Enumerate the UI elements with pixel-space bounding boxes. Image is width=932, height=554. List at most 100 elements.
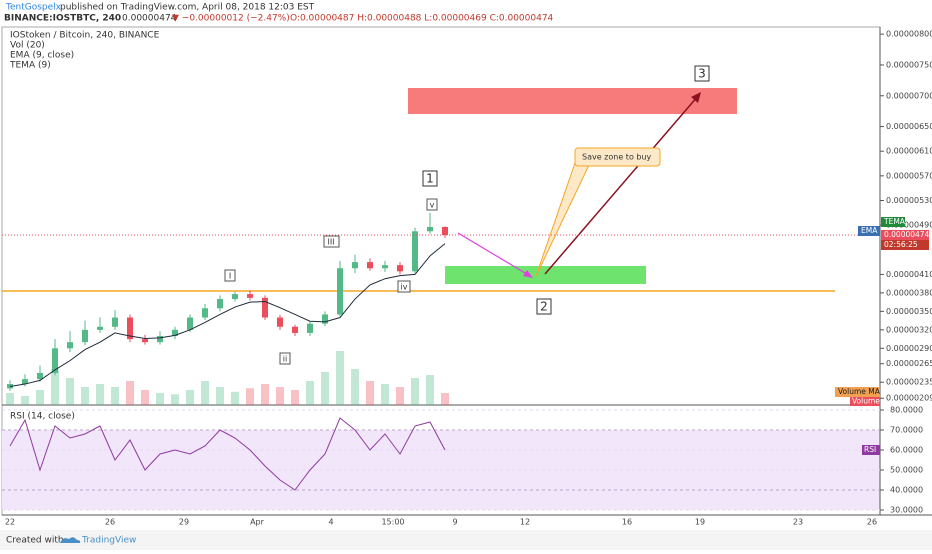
volume-bar	[81, 387, 89, 405]
sub-label: iv	[401, 283, 408, 292]
x-tick-label: 29	[179, 518, 189, 527]
wave-label: 2	[540, 300, 548, 314]
rsi-line	[9, 417, 446, 491]
candle-body	[82, 329, 88, 343]
volume-bar	[231, 391, 239, 405]
y-tick-label: 0.00000350	[886, 307, 932, 316]
legend: TEMA (9)	[9, 61, 51, 71]
ohlc: O:0.00000487 H:0.00000488 L:0.00000469 C…	[290, 14, 554, 24]
y-tick-label: 0.00000290	[886, 344, 932, 353]
footer-text: Created with	[6, 536, 64, 546]
symbol: BINANCE:IOSTBTC, 240	[4, 14, 121, 24]
arrowhead	[523, 270, 533, 278]
x-tick-label: 22	[5, 518, 15, 527]
volume-bar	[66, 378, 74, 405]
y-tick-label: 0.00000265	[886, 359, 932, 368]
tag: RSI	[864, 445, 876, 454]
candle-body	[67, 342, 73, 349]
candle-body	[22, 379, 28, 385]
wave-box	[694, 65, 710, 82]
author[interactable]: TentGospelx	[5, 3, 62, 13]
sub-box	[323, 235, 340, 248]
legend: EMA (9, close)	[10, 51, 74, 61]
rsi-tick-label: 50.0000	[890, 466, 923, 475]
candle-body	[112, 317, 118, 327]
tag: Volume MA	[838, 387, 881, 396]
rsi-tick-label: 30.0000	[890, 506, 923, 515]
sub-box	[279, 352, 291, 365]
candle-body	[307, 323, 313, 333]
volume-bar	[351, 369, 359, 405]
volume-bar	[426, 375, 434, 405]
arrowhead	[691, 92, 701, 103]
candle-body	[412, 231, 418, 272]
candle-body	[277, 317, 283, 327]
callout	[574, 147, 661, 167]
x-tick-label: 26	[105, 518, 115, 527]
x-tick-label: 12	[520, 518, 530, 527]
volume-bar	[111, 387, 119, 405]
tag: EMA	[861, 226, 878, 235]
tag: Volume	[852, 397, 880, 406]
legend: IOStoken / Bitcoin, 240, BINANCE	[10, 31, 160, 41]
candle-body	[442, 226, 448, 235]
volume-bar	[291, 390, 299, 405]
y-tick-label: 0.00000800	[886, 30, 932, 39]
sub-box	[397, 280, 411, 293]
tag: 0.00000474	[884, 230, 930, 239]
candle-body	[352, 262, 358, 269]
y-tick-label: 0.00000380	[886, 288, 932, 297]
wave-label: 3	[698, 67, 706, 81]
volume-bar	[366, 381, 374, 405]
candle-body	[337, 268, 343, 315]
candle-body	[382, 265, 388, 269]
legend: Vol (20)	[10, 41, 45, 51]
tag-bg	[858, 226, 880, 236]
candle-body	[172, 329, 178, 337]
volume-bar	[6, 393, 14, 405]
callout-text: Save zone to buy	[582, 153, 652, 162]
candle-body	[367, 262, 373, 269]
y-tick-label: 0.00000750	[886, 60, 932, 69]
candle-body	[322, 314, 328, 324]
volume-bar	[276, 387, 284, 405]
rsi-tick-label: 80.0000	[890, 406, 923, 415]
tag-bg	[835, 387, 880, 397]
last: 0.00000474	[122, 14, 177, 24]
sub-label: III	[327, 238, 334, 247]
y-tick-label: 0.00000530	[886, 196, 932, 205]
x-tick-label: 23	[793, 518, 803, 527]
x-tick-label: 4	[328, 518, 333, 527]
wave-label: 1	[426, 172, 434, 186]
volume-bar	[186, 390, 194, 405]
y-tick-label: 0.00000650	[886, 122, 932, 131]
y-tick-label: 0.00000235	[886, 378, 932, 387]
y-tick-label: 0.00000209	[886, 394, 932, 403]
volume-bar	[246, 388, 254, 405]
wave-box	[422, 170, 438, 187]
candle-body	[397, 265, 403, 272]
tag-bg	[850, 397, 880, 406]
sub-label: v	[430, 201, 435, 210]
tag-bg	[881, 229, 929, 240]
y-tick-label: 0.00000700	[886, 91, 932, 100]
rsi-legend: RSI (14, close)	[10, 412, 75, 422]
footer-brand[interactable]: TradingView	[81, 536, 136, 546]
tag-bg	[881, 239, 929, 250]
volume-bar	[96, 384, 104, 405]
candle-body	[232, 294, 238, 300]
x-tick-label: 16	[622, 518, 632, 527]
rsi-tick-label: 40.0000	[890, 486, 923, 495]
x-tick-label: 19	[695, 518, 705, 527]
candle-body	[52, 348, 58, 373]
candle-body	[202, 308, 208, 318]
y-tick-label: 0.00000570	[886, 171, 932, 180]
volume-bar	[336, 351, 344, 405]
target-zone	[408, 88, 737, 114]
candle-body	[247, 294, 253, 298]
volume-bar	[441, 393, 449, 405]
y-tick-label: 0.00000410	[886, 270, 932, 279]
volume-bar	[141, 390, 149, 405]
volume-bar	[321, 372, 329, 405]
